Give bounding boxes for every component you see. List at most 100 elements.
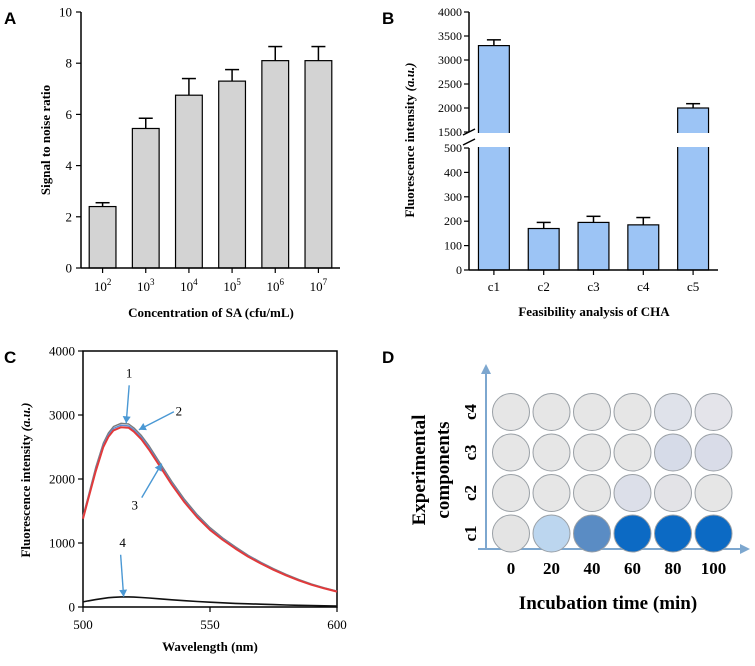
a-x-tick-exponent: 5 [236,277,241,287]
a-bar [261,60,290,269]
b-y-tick-label: 300 [444,190,462,204]
c-annotation-arrowhead [154,463,162,472]
panel-c-chart: 0 1000 2000 3000 4000 500 550 600 1 2 3 4 Fluores… [18,344,347,655]
d-row-label: c3 [461,444,480,460]
d-x-axis-arrowhead [740,544,750,554]
c-y-tick-label: 1000 [49,536,75,551]
a-x-tick-exponent: 4 [193,277,198,287]
d-cell-c1-80 [654,514,692,553]
b-y-tick-label: 1500 [438,125,462,139]
c-annotation-arrow [119,554,125,597]
b-y-tick-label: 200 [444,214,462,228]
c-y-tick-label: 0 [69,600,76,615]
b-y-tick-label: 400 [444,165,462,179]
d-cell-c2-0 [492,474,530,512]
b-y-tick-label: 0 [456,263,462,277]
b-y-label-text: Fluorescence intensity [402,94,417,217]
a-y-tick-label: 0 [66,261,73,276]
d-cell-c3-0 [492,433,530,472]
c-y-label-text: Fluorescence intensity [18,434,33,557]
b-bar-break-gap [675,133,711,147]
a-x-tick-label: 105 [223,277,241,294]
a-bar [218,80,247,269]
c-annotation-label: 2 [176,404,183,419]
a-x-tick-exponent: 3 [150,277,155,287]
c-annotation-label: 4 [119,535,126,550]
d-cell-c2-80 [654,474,692,512]
d-col-label: 60 [624,559,641,578]
b-bar [677,107,710,271]
panel-letter-a: A [4,9,16,28]
d-cell-c4-40 [573,393,611,431]
d-y-axis-arrowhead [481,364,491,374]
b-y-tick-label: 2000 [438,101,462,115]
c-annotation-arrowhead [119,589,128,597]
d-y-label-line1: Experimental [409,415,430,526]
d-cell-c4-20 [532,393,571,431]
a-x-tick-label: 107 [310,277,328,294]
a-x-tick-base: 10 [223,279,236,294]
a-x-tick-label: 106 [267,277,285,294]
c-x-tick-label: 600 [327,617,347,632]
panel-letter-b: B [382,9,394,28]
b-bar [577,221,610,271]
b-y-tick-label: 100 [444,239,462,253]
d-cell-c2-60 [613,474,652,512]
c-series-line-4 [82,596,338,607]
b-bar [627,224,660,271]
b-x-tick-label: c2 [538,279,550,294]
d-col-label: 40 [584,559,601,578]
b-x-tick-label: c4 [637,279,650,294]
d-row-label: c4 [461,403,480,420]
c-y-tick-label: 4000 [49,344,75,359]
d-col-label: 100 [701,559,727,578]
c-annotation-arrowhead [138,423,147,431]
d-cell-c2-100 [694,474,733,512]
c-y-tick-label: 3000 [49,408,75,423]
b-y-tick-label: 3500 [438,29,462,43]
a-x-tick-base: 10 [310,279,323,294]
d-row-label: c1 [461,525,480,541]
d-cell-c1-0 [492,514,530,553]
c-y-tick-label: 2000 [49,472,75,487]
b-y-label: Fluorescence intensity (a.u.) [402,62,417,217]
d-cell-c4-100 [694,393,733,431]
d-cell-c4-0 [492,393,530,431]
a-x-tick-base: 10 [267,279,280,294]
d-col-label: 80 [665,559,682,578]
a-bar [304,60,333,269]
c-annotation-label: 1 [126,365,133,380]
c-series-line-3 [82,426,338,593]
panel-d-chart: c4 c3 c2 c1 0 20 40 60 80 100 Experimental compo… [409,364,750,614]
a-x-tick-exponent: 7 [323,277,328,287]
d-col-label: 0 [507,559,516,578]
d-cell-c2-40 [573,474,611,512]
a-y-tick-label: 8 [66,56,73,71]
panel-letter-c: C [4,348,16,367]
c-x-label: Wavelength (nm) [162,639,258,654]
c-y-label-unit: (a.u.) [18,402,33,431]
d-y-label-line2: components [433,421,454,518]
a-bar [174,94,203,269]
d-cell-c1-40 [573,514,611,553]
b-x-label: Feasibility analysis of CHA [518,304,670,319]
d-cell-c1-100 [694,514,733,553]
a-bar [131,127,160,269]
a-x-tick-base: 10 [94,279,107,294]
b-y-tick-label: 500 [444,141,462,155]
a-y-tick-label: 6 [66,107,73,122]
c-x-tick-label: 500 [73,617,93,632]
d-cell-c4-60 [613,393,652,431]
a-y-tick-label: 2 [66,209,73,224]
b-x-tick-label: c5 [687,279,699,294]
a-x-tick-label: 104 [180,277,198,294]
c-annotation-arrowhead [122,416,131,424]
a-x-tick-base: 10 [180,279,193,294]
a-bar [88,205,117,269]
a-x-tick-label: 102 [94,277,112,294]
panel-letter-d: D [382,348,394,367]
c-x-tick-label: 550 [200,617,220,632]
